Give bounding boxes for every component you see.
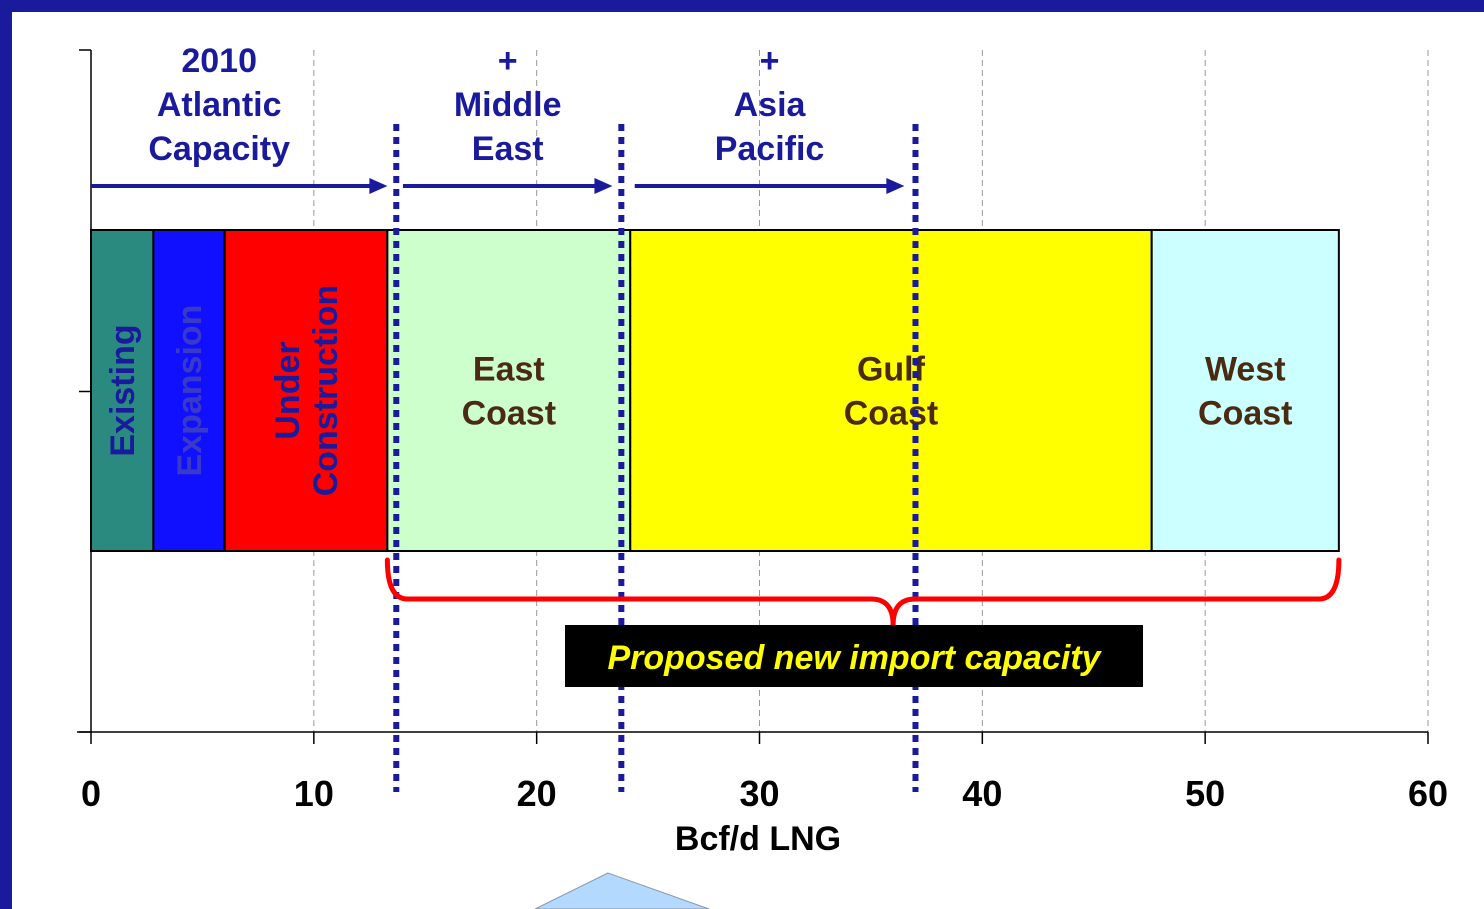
segment-existing <box>90 229 155 552</box>
segment-west-coast <box>1150 229 1340 552</box>
segment-gulf-coast <box>629 229 1153 552</box>
segment-label-under-construction: Construction <box>307 285 345 497</box>
chart-panel: Existing Expansion Under Construction East Co… <box>12 12 1484 909</box>
x-tick-label: 20 <box>517 773 557 814</box>
x-tick-label: 50 <box>1185 773 1225 814</box>
x-axis-label: Bcf/d LNG <box>675 820 841 858</box>
segment-label-expansion: Expansion <box>171 305 209 477</box>
arrow-label: Atlantic <box>157 86 282 124</box>
capacity-arrows: 2010 Atlantic Capacity + Middle East + Asia Paci… <box>91 42 905 194</box>
arrow-label: Middle <box>454 86 562 124</box>
capacity-chart: Existing Expansion Under Construction East Co… <box>77 42 1448 909</box>
arrow-head <box>369 178 388 194</box>
arrow-label: Asia <box>734 86 807 124</box>
brace-path <box>384 557 1342 626</box>
segment-under-construction <box>223 229 389 552</box>
segment-label-east-coast: Coast <box>462 395 556 433</box>
x-tick-label: 40 <box>962 773 1002 814</box>
arrow-head <box>886 178 905 194</box>
callout-label: Proposed new import capacity <box>607 639 1102 677</box>
pointer-arrow <box>534 872 710 909</box>
segment-label-east-coast: East <box>473 351 545 389</box>
segment-label-gulf-coast: Coast <box>844 395 938 433</box>
x-tick-label: 60 <box>1408 773 1448 814</box>
segment-expansion <box>152 229 226 552</box>
segment-label-gulf-coast: Gulf <box>857 351 926 389</box>
arrow-label: 2010 <box>181 42 257 80</box>
segment-label-existing: Existing <box>104 324 142 456</box>
segment-label-under-construction: Under <box>269 341 307 439</box>
tick-labels: 0 10 20 30 40 50 60 <box>81 773 1448 814</box>
arrow-label: East <box>472 130 544 168</box>
arrow-label: Pacific <box>715 130 825 168</box>
x-tick-label: 30 <box>739 773 779 814</box>
callout-box <box>565 625 1143 687</box>
arrow-label: + <box>760 42 780 80</box>
arrow-label: + <box>498 42 518 80</box>
x-tick-label: 10 <box>294 773 334 814</box>
arrow-head <box>594 178 613 194</box>
brace-group: Proposed new import capacity <box>384 557 1342 687</box>
segment-label-west-coast: Coast <box>1198 395 1292 433</box>
arrow-label: Capacity <box>148 130 290 168</box>
segment-label-west-coast: West <box>1205 351 1286 389</box>
segment-labels: Existing Expansion Under Construction East Co… <box>104 285 1292 497</box>
x-tick-label: 0 <box>81 773 101 814</box>
stacked-bar <box>90 229 1340 552</box>
segment-east-coast <box>386 229 632 552</box>
